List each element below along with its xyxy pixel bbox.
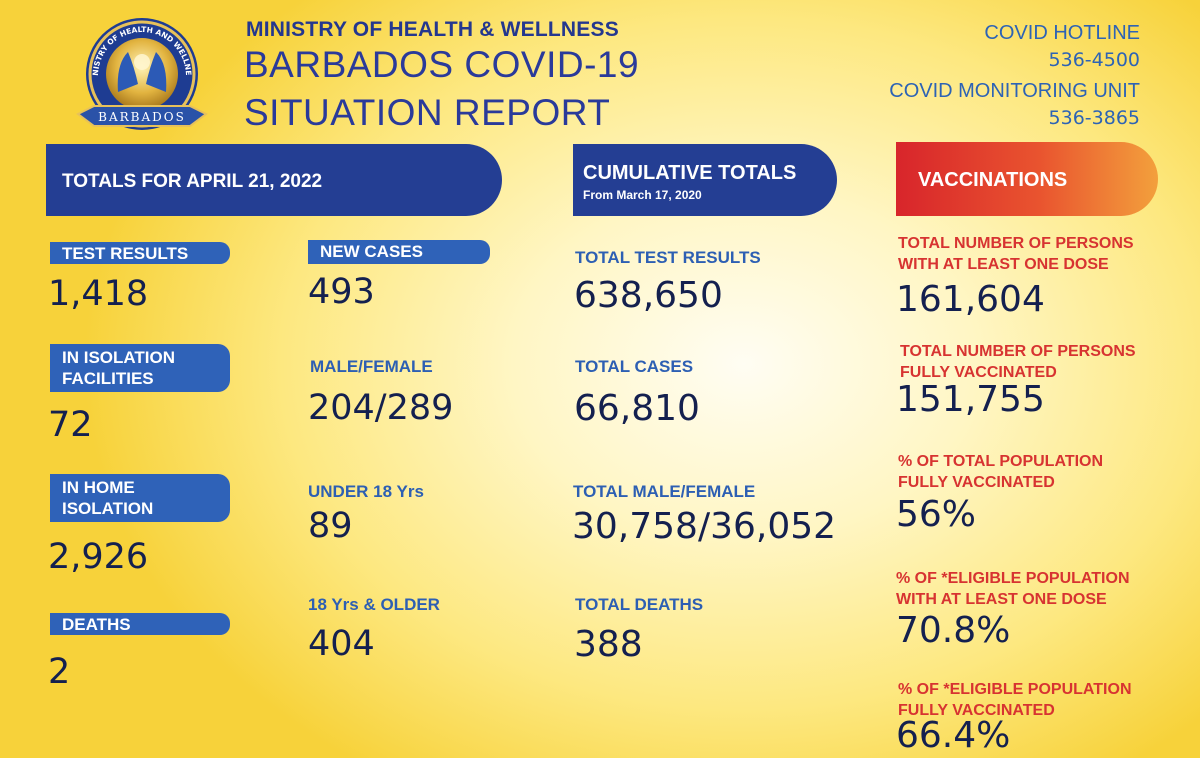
monitoring-unit-label: COVID MONITORING UNIT xyxy=(889,80,1140,102)
pct-eligible-fully-label-line1: % OF *ELIGIBLE POPULATION xyxy=(898,681,1132,698)
pct-total-fully-value: 56% xyxy=(896,494,977,535)
one-dose-label: TOTAL NUMBER OF PERSONS WITH AT LEAST ON… xyxy=(898,233,1134,275)
total-deaths-label: TOTAL DEATHS xyxy=(575,595,704,614)
pct-eligible-one-dose-label-line2: WITH AT LEAST ONE DOSE xyxy=(896,591,1107,608)
cumulative-banner-subtitle: From March 17, 2020 xyxy=(583,188,702,202)
one-dose-label-line1: TOTAL NUMBER OF PERSONS xyxy=(898,235,1134,252)
report-title-line1: BARBADOS COVID-19 xyxy=(244,44,640,85)
total-male-female-label: TOTAL MALE/FEMALE xyxy=(573,482,756,501)
report-title-line2: SITUATION REPORT xyxy=(244,92,611,133)
under-18-label: UNDER 18 Yrs xyxy=(308,482,424,501)
daily-totals-banner: TOTALS FOR APRIL 21, 2022 xyxy=(46,144,502,216)
monitoring-unit-number: 536-3865 xyxy=(1048,107,1140,129)
under-18-value: 89 xyxy=(308,506,353,546)
pct-total-fully-label-line1: % OF TOTAL POPULATION xyxy=(898,453,1104,470)
isolation-facilities-label-line1: IN ISOLATION xyxy=(62,348,176,367)
pct-eligible-one-dose-label: % OF *ELIGIBLE POPULATION WITH AT LEAST … xyxy=(896,568,1130,610)
deaths-value: 2 xyxy=(48,652,71,692)
one-dose-label-line2: WITH AT LEAST ONE DOSE xyxy=(898,256,1109,273)
pct-eligible-one-dose-value: 70.8% xyxy=(896,610,1011,651)
over-18-label: 18 Yrs & OLDER xyxy=(308,595,440,614)
pct-eligible-one-dose-label-line1: % OF *ELIGIBLE POPULATION xyxy=(896,570,1130,587)
total-cases-value: 66,810 xyxy=(574,388,700,429)
isolation-facilities-value: 72 xyxy=(48,405,93,445)
total-male-female-value: 30,758/36,052 xyxy=(572,506,837,547)
ministry-name: MINISTRY OF HEALTH & WELLNESS xyxy=(246,18,619,41)
hotline-label: COVID HOTLINE xyxy=(984,22,1140,44)
total-cases-label: TOTAL CASES xyxy=(575,357,694,376)
fully-vaccinated-value: 151,755 xyxy=(896,379,1045,420)
total-deaths-value: 388 xyxy=(574,624,643,665)
one-dose-value: 161,604 xyxy=(896,279,1045,320)
cumulative-banner-title: CUMULATIVE TOTALS xyxy=(583,162,797,184)
home-isolation-value: 2,926 xyxy=(48,537,149,577)
cumulative-totals-banner: CUMULATIVE TOTALS From March 17, 2020 xyxy=(573,144,837,216)
pct-eligible-fully-value: 66.4% xyxy=(896,715,1011,756)
home-isolation-label-line1: IN HOME xyxy=(62,478,135,497)
fully-vaccinated-label: TOTAL NUMBER OF PERSONS FULLY VACCINATED xyxy=(900,341,1136,383)
logo-ribbon-text: BARBADOS xyxy=(98,110,186,124)
pct-total-fully-label-line2: FULLY VACCINATED xyxy=(898,474,1055,491)
over-18-value: 404 xyxy=(308,624,375,664)
home-isolation-label-line2: ISOLATION xyxy=(62,499,154,518)
deaths-label: DEATHS xyxy=(50,613,230,635)
pct-total-fully-label: % OF TOTAL POPULATION FULLY VACCINATED xyxy=(898,451,1103,493)
hotline-number: 536-4500 xyxy=(1048,49,1140,71)
ministry-logo: MINISTRY OF HEALTH AND WELLNESS BARBADOS xyxy=(68,7,212,134)
test-results-value: 1,418 xyxy=(48,274,149,314)
fully-vaccinated-label-line1: TOTAL NUMBER OF PERSONS xyxy=(900,343,1136,360)
fully-vaccinated-label-line2: FULLY VACCINATED xyxy=(900,364,1057,381)
total-test-results-value: 638,650 xyxy=(574,275,723,316)
test-results-label: TEST RESULTS xyxy=(50,242,230,264)
vaccinations-banner: VACCINATIONS xyxy=(896,142,1158,216)
total-test-results-label: TOTAL TEST RESULTS xyxy=(575,248,761,267)
pct-eligible-fully-label: % OF *ELIGIBLE POPULATION FULLY VACCINAT… xyxy=(898,679,1132,721)
new-cases-label: NEW CASES xyxy=(308,240,490,264)
home-isolation-label: IN HOME ISOLATION xyxy=(50,474,230,522)
male-female-value: 204/289 xyxy=(308,388,454,428)
isolation-facilities-label: IN ISOLATION FACILITIES xyxy=(50,344,230,392)
male-female-label: MALE/FEMALE xyxy=(310,357,433,376)
pct-eligible-fully-label-line2: FULLY VACCINATED xyxy=(898,702,1055,719)
new-cases-value: 493 xyxy=(308,272,375,312)
isolation-facilities-label-line2: FACILITIES xyxy=(62,369,154,388)
